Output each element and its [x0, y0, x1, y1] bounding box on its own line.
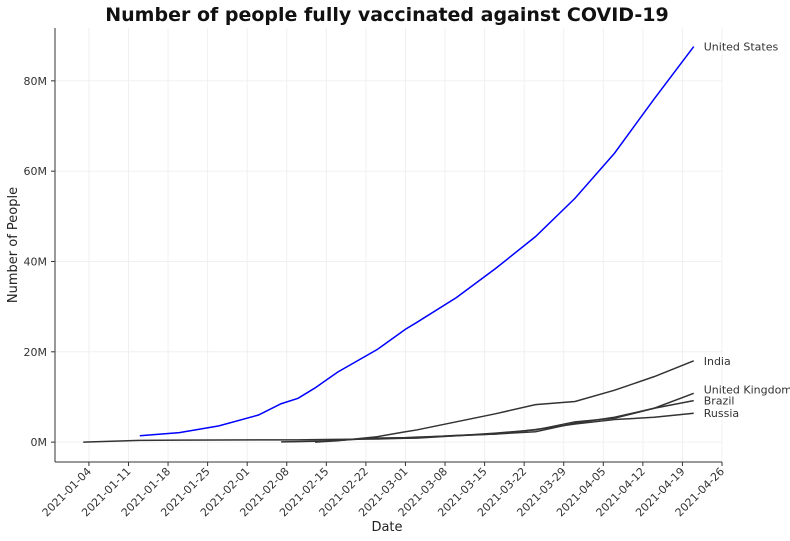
series-line — [139, 46, 695, 437]
series-label: United Kingdom — [704, 383, 790, 396]
chart-title: Number of people fully vaccinated agains… — [105, 4, 668, 26]
x-axis-label: Date — [371, 520, 402, 535]
y-tick-label: 0M — [31, 436, 48, 449]
series-label: United States — [704, 41, 779, 54]
series-line — [83, 392, 695, 443]
y-tick-label: 40M — [24, 255, 48, 268]
series-line — [314, 360, 695, 443]
series-label: India — [704, 355, 731, 368]
series-label: Brazil — [704, 395, 735, 408]
y-tick-label: 80M — [24, 75, 48, 88]
series-line — [281, 399, 694, 443]
series-label: Russia — [704, 407, 739, 420]
series-line — [405, 412, 694, 439]
y-axis-label: Number of People — [6, 187, 21, 303]
y-tick-label: 60M — [24, 165, 48, 178]
y-tick-label: 20M — [24, 346, 48, 359]
